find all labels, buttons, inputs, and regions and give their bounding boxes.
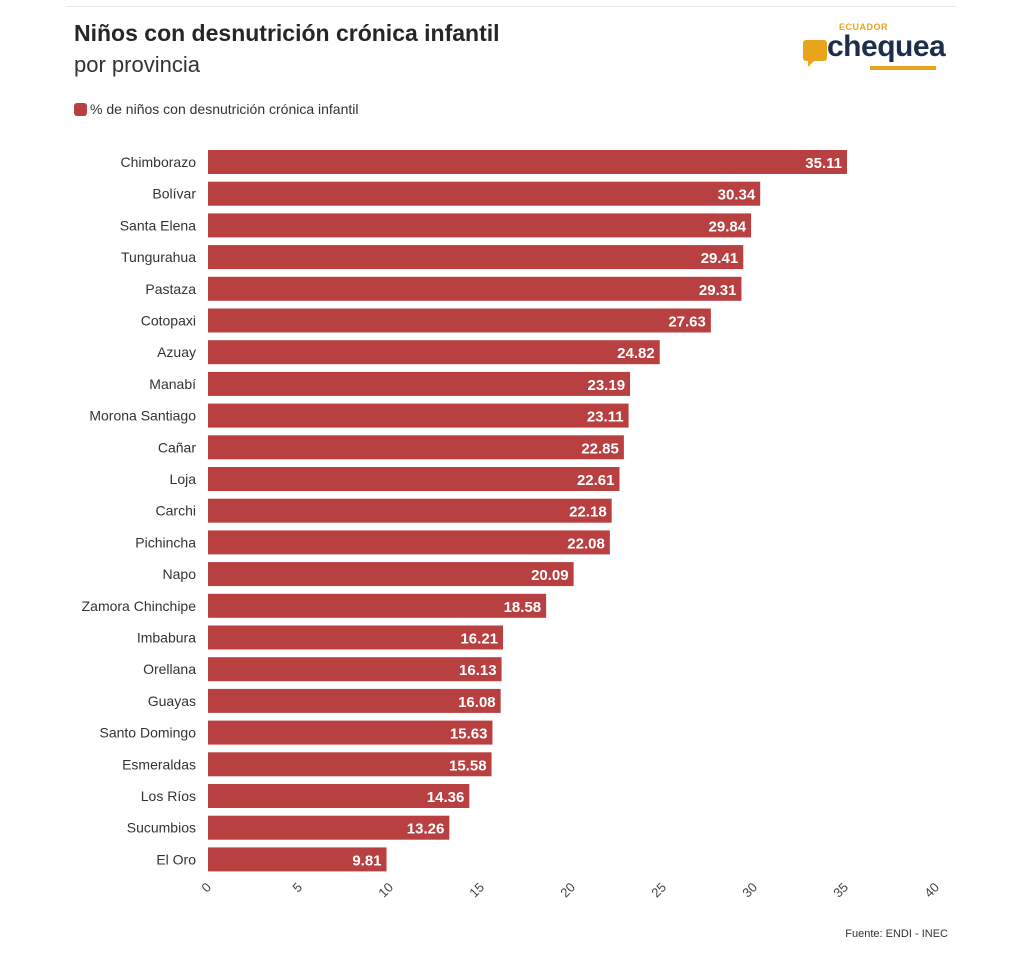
data-label: 24.82 (617, 345, 655, 362)
category-label: Azuay (157, 344, 196, 360)
data-label: 16.21 (460, 631, 498, 648)
chart-title: Niños con desnutrición crónica infantil (74, 20, 500, 46)
bar (208, 720, 493, 745)
bar (208, 435, 624, 460)
bar (208, 467, 620, 491)
bar (208, 181, 761, 206)
legend-swatch (74, 102, 87, 116)
x-tick-label: 0 (198, 880, 214, 896)
bar (208, 593, 547, 618)
category-label: Tungurahua (121, 249, 196, 265)
category-label: Sucumbios (127, 820, 196, 836)
legend: % de niños con desnutrición crónica infa… (74, 101, 359, 117)
data-label: 27.63 (668, 314, 706, 331)
bar (208, 498, 612, 523)
data-label: 16.13 (459, 662, 497, 679)
bar (208, 340, 660, 365)
data-label: 23.19 (588, 377, 626, 394)
x-tick-label: 40 (921, 880, 942, 901)
category-label: Cañar (158, 439, 196, 455)
data-label: 15.58 (449, 757, 487, 774)
top-divider (66, 6, 956, 7)
bar (208, 530, 610, 555)
category-label: Santo Domingo (99, 725, 196, 741)
bar (208, 371, 631, 396)
bar (208, 213, 752, 238)
category-label: Esmeraldas (122, 756, 196, 772)
category-label: El Oro (156, 851, 196, 867)
logo-main-text: chequea (827, 30, 946, 63)
category-label: Bolívar (152, 186, 196, 202)
chart-subtitle: por provincia (74, 52, 200, 77)
legend-label: % de niños con desnutrición crónica infa… (90, 101, 359, 117)
logo-top-text: ECUADOR (839, 22, 889, 32)
category-label: Guayas (148, 693, 196, 709)
category-label: Loja (170, 471, 197, 487)
x-tick-label: 30 (739, 880, 760, 901)
bar (208, 245, 744, 270)
data-label: 35.11 (805, 155, 842, 172)
x-tick-label: 5 (289, 880, 305, 896)
data-label: 14.36 (427, 789, 465, 806)
logo-speech-bubble-icon (803, 40, 827, 67)
data-label: 29.31 (699, 282, 737, 299)
x-tick-label: 10 (375, 880, 396, 901)
category-label: Manabí (149, 376, 196, 392)
data-label: 30.34 (718, 187, 756, 204)
bar (208, 657, 502, 682)
data-label: 22.85 (581, 440, 619, 457)
bar (208, 308, 711, 333)
data-label: 22.18 (569, 504, 607, 521)
category-label: Morona Santiago (89, 408, 196, 424)
chequea-logo: ECUADOR chequea (802, 20, 946, 76)
category-label: Los Ríos (141, 788, 196, 804)
bar (208, 562, 574, 587)
category-label: Zamora Chinchipe (82, 598, 197, 614)
category-label: Pastaza (145, 281, 196, 297)
bar (208, 403, 629, 428)
category-label: Cotopaxi (141, 313, 196, 329)
category-label: Pichincha (135, 534, 196, 550)
data-label: 20.09 (531, 567, 569, 584)
data-label: 29.84 (709, 218, 747, 235)
logo-underline (870, 66, 936, 70)
bar (208, 847, 387, 872)
data-label: 29.41 (701, 250, 739, 267)
bar (208, 752, 492, 777)
bar (208, 815, 450, 840)
category-label: Imbabura (137, 630, 196, 646)
category-label: Orellana (143, 661, 196, 677)
bar (208, 784, 470, 808)
bar (208, 688, 501, 713)
data-label: 13.26 (407, 821, 445, 838)
x-tick-label: 35 (830, 880, 851, 901)
x-tick-label: 15 (466, 880, 487, 901)
source-note: Fuente: ENDI - INEC (845, 928, 948, 940)
bar (208, 150, 848, 174)
data-label: 22.08 (567, 535, 605, 552)
data-label: 15.63 (450, 726, 488, 743)
category-label: Napo (163, 566, 197, 582)
category-label: Santa Elena (120, 217, 196, 233)
bar (208, 276, 742, 301)
category-label: Chimborazo (121, 154, 197, 170)
data-label: 18.58 (504, 599, 542, 616)
bar (208, 625, 504, 650)
x-tick-label: 20 (557, 880, 578, 901)
data-label: 16.08 (458, 694, 496, 711)
data-label: 9.81 (352, 852, 381, 869)
x-tick-label: 25 (648, 880, 669, 901)
data-label: 23.11 (587, 409, 624, 426)
category-label: Carchi (156, 503, 196, 519)
data-label: 22.61 (577, 472, 615, 489)
